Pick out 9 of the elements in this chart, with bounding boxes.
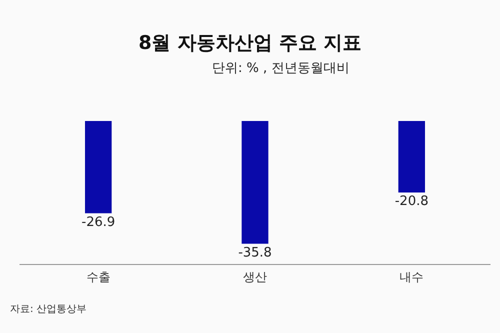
data-label: -35.8 xyxy=(238,245,272,260)
text: 자료: 산업통상부 xyxy=(10,303,87,316)
x-tick-label: 수출 xyxy=(86,270,110,284)
x-tick-label: 생산 xyxy=(243,270,267,284)
chart-subtitle: 단위: % , 전년동월대비 xyxy=(212,60,350,77)
chart-title: 8월 자동차산업 주요 지표 xyxy=(137,31,363,56)
x-tick-label: 내수 xyxy=(400,270,424,284)
data-label: -20.8 xyxy=(394,194,428,209)
data-label: -26.9 xyxy=(82,214,116,230)
